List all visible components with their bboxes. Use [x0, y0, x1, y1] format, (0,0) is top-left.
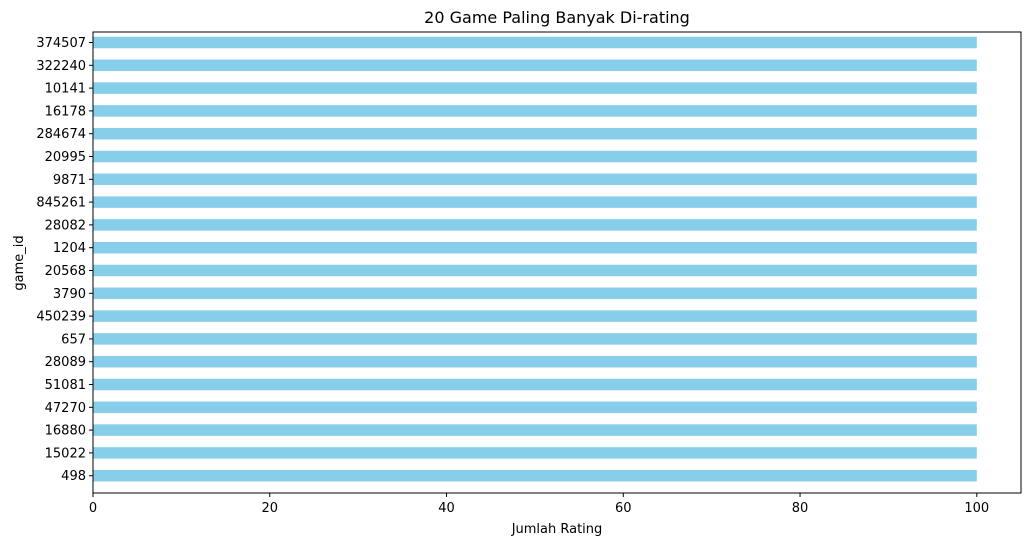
bar-16880 — [93, 424, 977, 436]
y-tick-label: 284674 — [36, 127, 86, 142]
bar-20568 — [93, 264, 977, 277]
x-tick-label: 20 — [261, 501, 278, 516]
y-tick-label: 9871 — [53, 173, 86, 188]
y-tick-label: 3790 — [53, 287, 86, 302]
y-tick-label: 1204 — [53, 241, 86, 256]
x-axis-label: Jumlah Rating — [511, 522, 603, 537]
y-tick-label: 498 — [61, 469, 86, 484]
y-tick-label: 51081 — [45, 378, 86, 393]
y-tick-label: 16880 — [45, 424, 86, 439]
y-tick-label: 28082 — [45, 218, 86, 233]
y-tick-label: 10141 — [45, 82, 86, 97]
y-tick-label: 657 — [61, 332, 86, 347]
bar-10141 — [93, 82, 977, 94]
bar-9871 — [93, 173, 977, 186]
bar-498 — [93, 469, 977, 482]
bar-657 — [93, 333, 977, 345]
y-tick-label: 20568 — [45, 264, 86, 279]
bar-28089 — [93, 355, 977, 368]
chart-title: 20 Game Paling Banyak Di-rating — [424, 8, 690, 27]
y-tick-label: 15022 — [45, 446, 86, 461]
x-tick-label: 0 — [89, 501, 97, 516]
y-tick-label: 322240 — [36, 59, 86, 74]
y-tick-label: 28089 — [45, 355, 86, 370]
y-tick-label: 16178 — [45, 104, 86, 119]
bar-51081 — [93, 378, 977, 391]
x-tick-label: 100 — [964, 501, 989, 516]
y-tick-label: 374507 — [36, 36, 86, 51]
y-tick-label: 47270 — [45, 401, 86, 416]
bars-group — [93, 36, 977, 482]
bar-374507 — [93, 36, 977, 49]
bar-450239 — [93, 310, 977, 322]
bar-20995 — [93, 150, 977, 163]
y-tick-label: 450239 — [36, 310, 86, 325]
bar-845261 — [93, 196, 977, 208]
x-tick-label: 60 — [615, 501, 632, 516]
x-tick-label: 40 — [438, 501, 455, 516]
bar-47270 — [93, 401, 977, 414]
y-axis-label: game_id — [12, 235, 27, 290]
bar-322240 — [93, 59, 977, 72]
x-tick-label: 80 — [792, 501, 809, 516]
y-ticks-group: 374507 322240 10141 16178 284674 20995 9871 845… — [36, 36, 93, 484]
y-tick-label: 845261 — [36, 196, 86, 211]
plot-frame — [92, 31, 1022, 494]
x-ticks-group: 0 20 40 60 80 100 — [89, 493, 989, 516]
bar-3790 — [93, 287, 977, 300]
bar-15022 — [93, 447, 977, 459]
bar-16178 — [93, 105, 977, 117]
bar-1204 — [93, 241, 977, 254]
y-tick-label: 20995 — [45, 150, 86, 165]
bar-284674 — [93, 127, 977, 140]
bar-28082 — [93, 219, 977, 231]
